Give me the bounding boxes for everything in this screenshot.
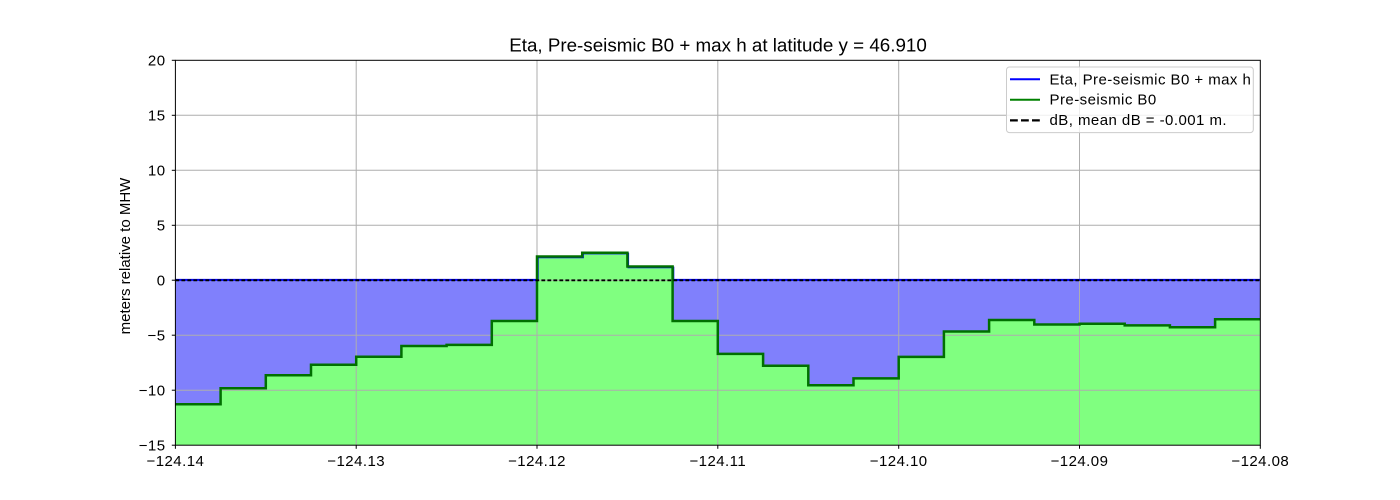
- svg-text:0: 0: [157, 272, 166, 289]
- svg-text:−124.11: −124.11: [689, 453, 746, 470]
- svg-text:dB, mean dB = -0.001 m.: dB, mean dB = -0.001 m.: [1050, 112, 1228, 129]
- svg-text:−5: −5: [147, 327, 165, 344]
- svg-text:−124.12: −124.12: [508, 453, 566, 470]
- svg-text:10: 10: [148, 163, 166, 180]
- svg-text:Eta, Pre-seismic B0 + max h at: Eta, Pre-seismic B0 + max h at latitude …: [509, 35, 927, 56]
- svg-text:−124.09: −124.09: [1051, 453, 1109, 470]
- svg-text:15: 15: [148, 108, 166, 125]
- svg-text:−124.13: −124.13: [327, 453, 385, 470]
- svg-text:−15: −15: [139, 437, 166, 454]
- svg-text:−10: −10: [139, 382, 166, 399]
- svg-text:−124.14: −124.14: [147, 453, 205, 470]
- svg-text:meters relative to MHW: meters relative to MHW: [117, 177, 134, 335]
- svg-text:−124.10: −124.10: [870, 453, 928, 470]
- svg-text:5: 5: [157, 218, 166, 235]
- svg-text:Pre-seismic B0: Pre-seismic B0: [1050, 92, 1157, 109]
- svg-text:−124.08: −124.08: [1231, 453, 1289, 470]
- svg-text:20: 20: [148, 53, 166, 70]
- svg-text:Eta, Pre-seismic B0 + max h: Eta, Pre-seismic B0 + max h: [1050, 71, 1252, 88]
